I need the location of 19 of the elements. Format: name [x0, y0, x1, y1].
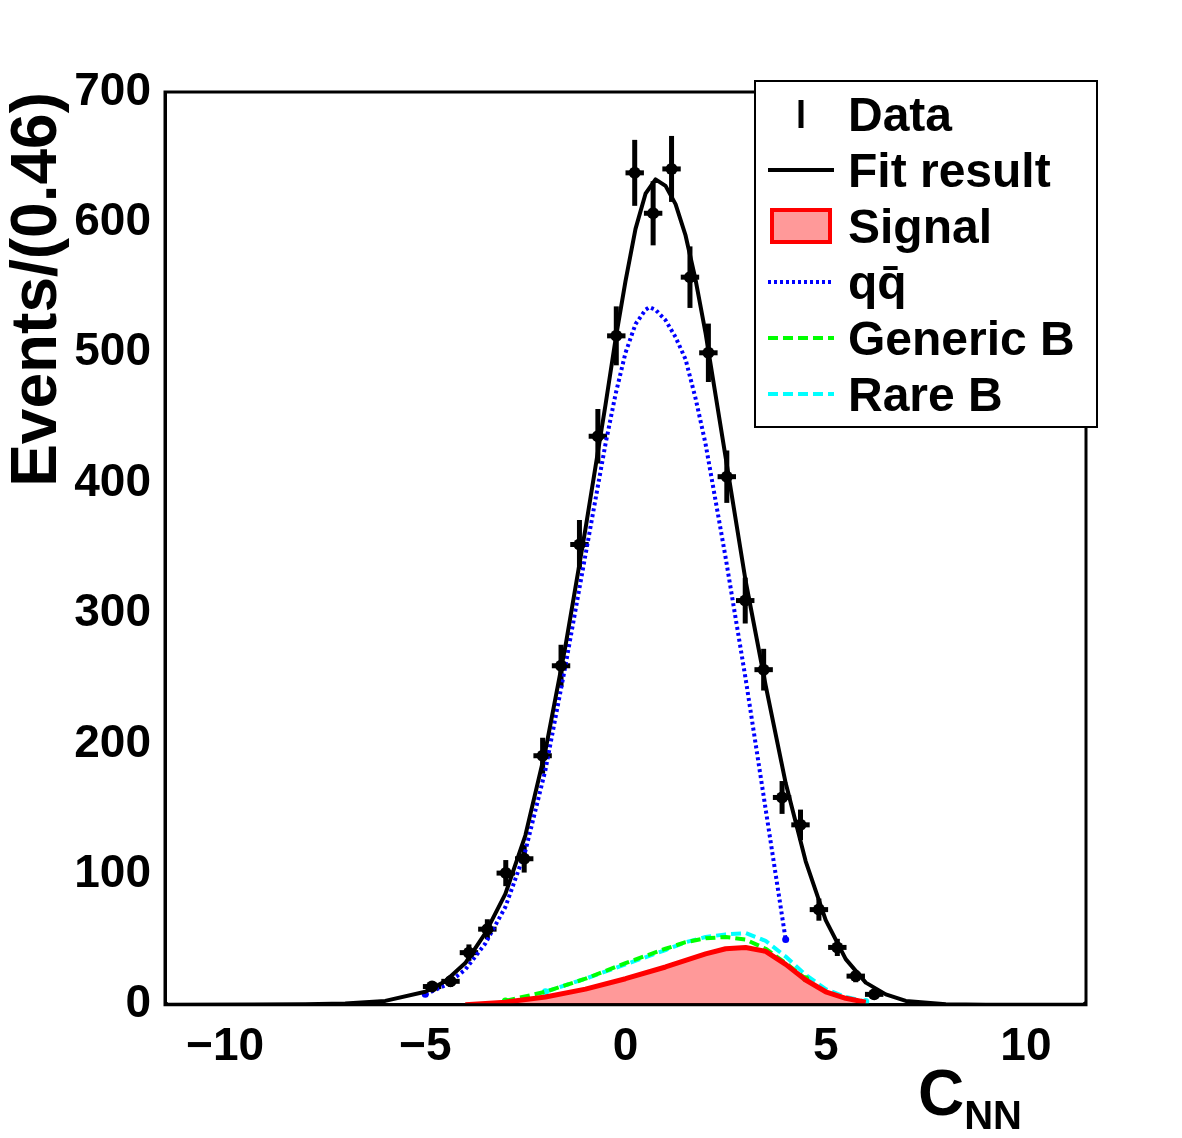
legend-label: Rare B: [848, 366, 1003, 422]
y-axis-title: Events/(0.46): [0, 92, 71, 487]
y-tick-label: 700: [74, 62, 151, 115]
legend-label: Generic B: [848, 310, 1075, 366]
x-tick-label: −10: [186, 1018, 265, 1071]
legend-label: Data: [848, 86, 953, 142]
y-tick-label: 100: [74, 845, 151, 898]
x-tick-label: 5: [812, 1018, 839, 1071]
y-tick-label: 0: [125, 975, 151, 1028]
legend-label: Signal: [848, 198, 993, 254]
legend-label: qq̄: [848, 254, 907, 310]
legend-label: Fit result: [848, 142, 1051, 198]
y-tick-label: 400: [74, 453, 151, 506]
x-tick-label: 0: [612, 1018, 639, 1071]
y-tick-label: 200: [74, 714, 151, 767]
y-tick-label: 600: [74, 193, 151, 246]
y-tick-label: 500: [74, 323, 151, 376]
y-tick-label: 300: [74, 584, 151, 637]
x-tick-label: −5: [399, 1018, 452, 1071]
